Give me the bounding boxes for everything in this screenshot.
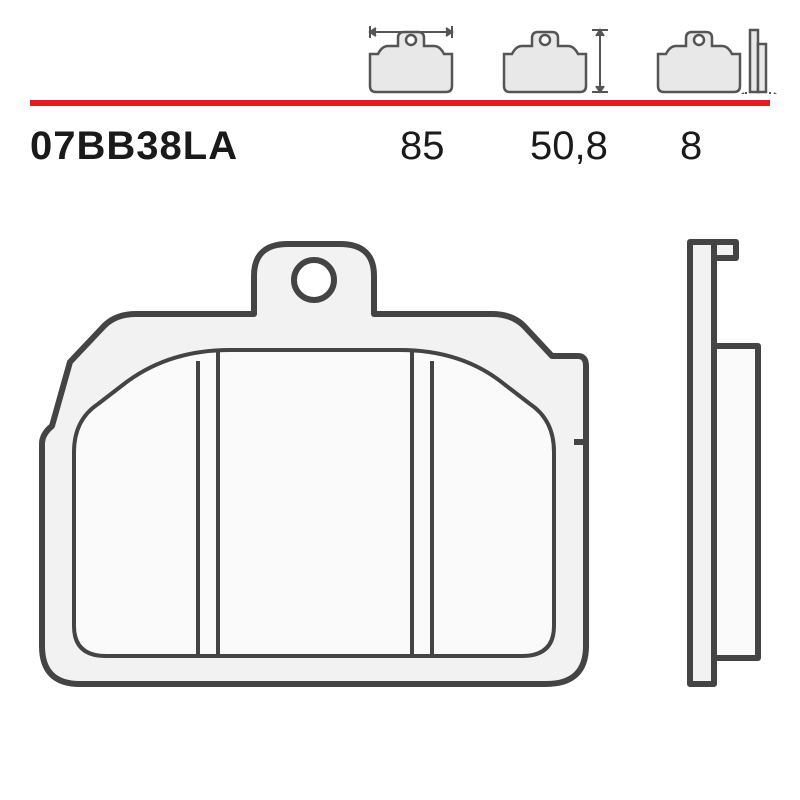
dimension-thickness-value: 8 [680,124,702,169]
dimension-width-value: 85 [400,124,445,169]
brake-pad-side-view [678,236,770,711]
thickness-dimension-icon [650,16,790,99]
accent-divider [30,100,770,106]
dimension-height-value: 50,8 [530,124,608,169]
header-block: 07BB38LA 85 50,8 8 [0,0,800,190]
mini-icon-row [362,16,790,99]
diagram-page: 07BB38LA 85 50,8 8 [0,0,800,800]
width-dimension-icon [362,16,460,99]
part-number: 07BB38LA [30,124,238,169]
brake-pad-front-view [30,236,610,711]
height-dimension-icon [496,16,614,99]
main-diagram-area [30,236,770,736]
